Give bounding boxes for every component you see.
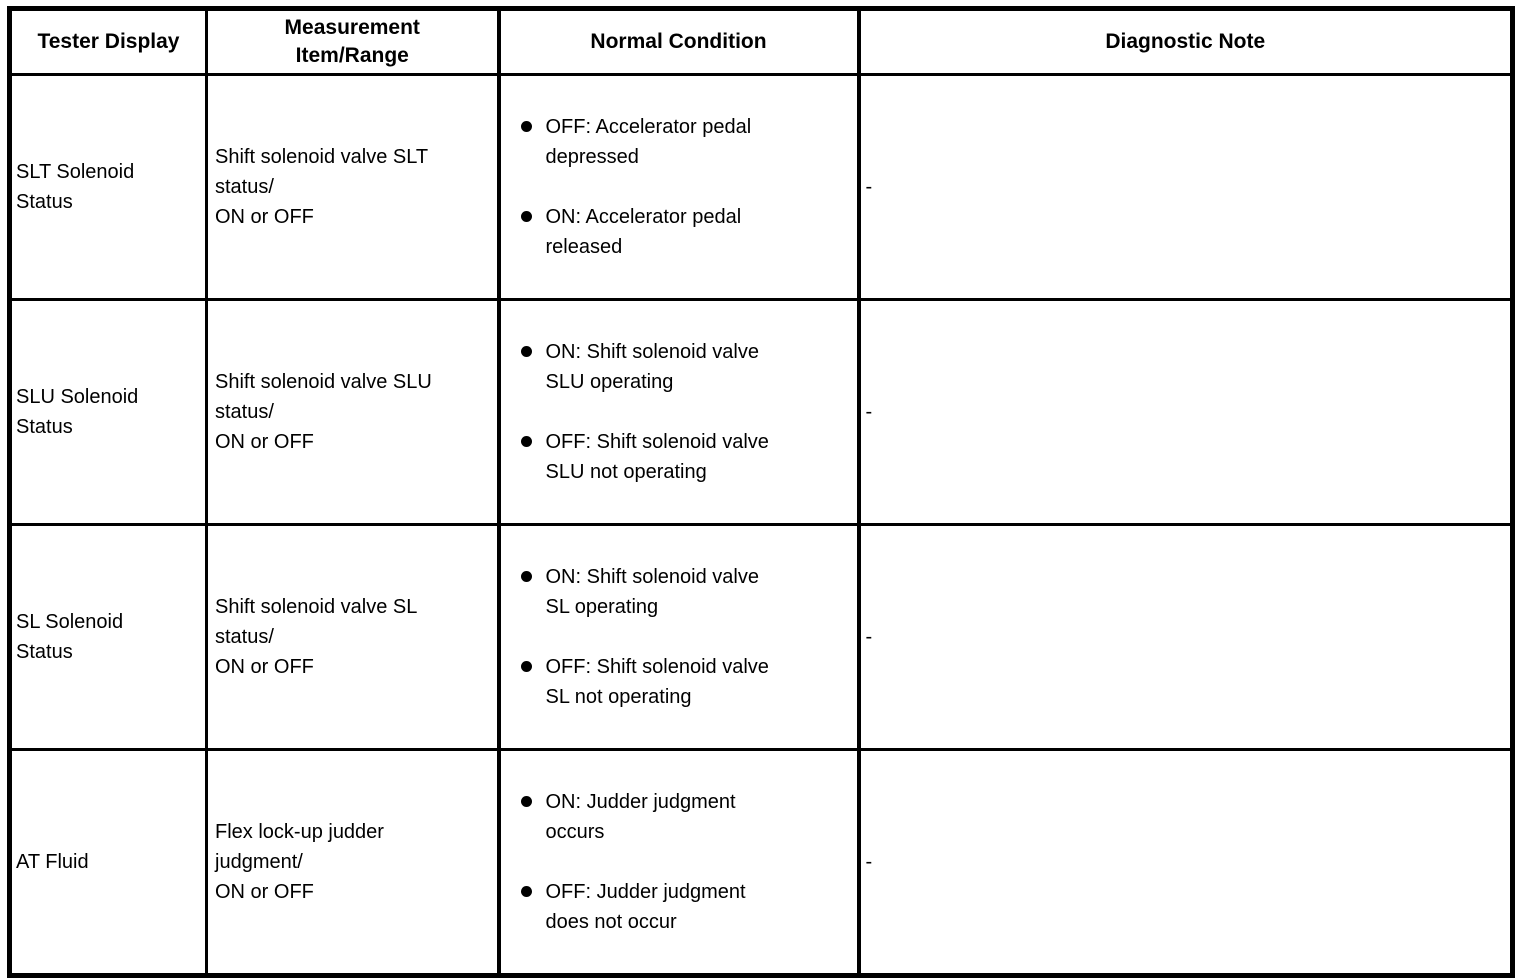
table-row: AT Fluid Flex lock-up judder judgment/ O… <box>8 748 1514 977</box>
measurement-cell: Shift solenoid valve SLU status/ ON or O… <box>205 298 501 526</box>
condition-text: OFF: Shift solenoid valve SLU not operat… <box>545 431 769 483</box>
normal-condition-cell: ON: Shift solenoid valve SLU operating O… <box>497 298 861 526</box>
column-header-normal-condition: Normal Condition <box>497 7 861 76</box>
document-page: { "colors": { "border": "#000000", "text… <box>7 6 1515 978</box>
table-row: SLU Solenoid Status Shift solenoid valve… <box>8 298 1514 526</box>
header-row: Tester Display Measurement Item/Range No… <box>8 7 1514 76</box>
column-header-tester-display: Tester Display <box>8 7 208 76</box>
tester-display-cell: AT Fluid <box>8 748 208 977</box>
condition-text: OFF: Shift solenoid valve SL not operati… <box>545 656 769 708</box>
measurement-cell: Shift solenoid valve SLT status/ ON or O… <box>205 73 501 301</box>
bullet-icon <box>520 886 532 897</box>
column-header-diagnostic-note: Diagnostic Note <box>857 7 1514 76</box>
condition-item: ON: Shift solenoid valve SL operating <box>501 562 853 622</box>
condition-item: OFF: Shift solenoid valve SL not operati… <box>501 652 853 712</box>
bullet-icon <box>520 571 532 582</box>
condition-text: ON: Judder judgment occurs <box>545 791 736 843</box>
bullet-icon <box>520 121 532 132</box>
bullet-icon <box>520 436 532 447</box>
bullet-icon <box>520 211 532 222</box>
condition-item: OFF: Accelerator pedal depressed <box>501 112 853 172</box>
measurement-cell: Shift solenoid valve SL status/ ON or OF… <box>205 523 501 751</box>
diagnostic-note-cell: - <box>857 748 1514 977</box>
bullet-icon <box>520 796 532 807</box>
diagnostic-note-cell: - <box>857 73 1514 301</box>
condition-item: ON: Judder judgment occurs <box>501 787 853 847</box>
column-header-measurement-item-range: Measurement Item/Range <box>205 7 501 76</box>
condition-text: ON: Shift solenoid valve SLU operating <box>545 341 759 393</box>
table-row: SLT Solenoid Status Shift solenoid valve… <box>8 73 1514 301</box>
bullet-icon <box>520 346 532 357</box>
condition-item: OFF: Shift solenoid valve SLU not operat… <box>501 427 853 487</box>
normal-condition-cell: OFF: Accelerator pedal depressed ON: Acc… <box>497 73 861 301</box>
normal-condition-cell: ON: Judder judgment occurs OFF: Judder j… <box>497 748 861 977</box>
condition-text: OFF: Accelerator pedal depressed <box>545 116 752 168</box>
condition-item: ON: Shift solenoid valve SLU operating <box>501 337 853 397</box>
diagnostic-note-cell: - <box>857 523 1514 751</box>
bullet-icon <box>520 661 532 672</box>
table-row: SL Solenoid Status Shift solenoid valve … <box>8 523 1514 751</box>
condition-text: ON: Accelerator pedal released <box>545 206 742 258</box>
diagnostic-data-table: Tester Display Measurement Item/Range No… <box>7 6 1515 978</box>
tester-display-cell: SL Solenoid Status <box>8 523 208 751</box>
condition-text: OFF: Judder judgment does not occur <box>545 881 746 933</box>
tester-display-cell: SLT Solenoid Status <box>8 73 208 301</box>
tester-display-cell: SLU Solenoid Status <box>8 298 208 526</box>
diagnostic-note-cell: - <box>857 298 1514 526</box>
condition-text: ON: Shift solenoid valve SL operating <box>545 566 759 618</box>
measurement-cell: Flex lock-up judder judgment/ ON or OFF <box>205 748 501 977</box>
normal-condition-cell: ON: Shift solenoid valve SL operating OF… <box>497 523 861 751</box>
condition-item: OFF: Judder judgment does not occur <box>501 877 853 937</box>
condition-item: ON: Accelerator pedal released <box>501 202 853 262</box>
